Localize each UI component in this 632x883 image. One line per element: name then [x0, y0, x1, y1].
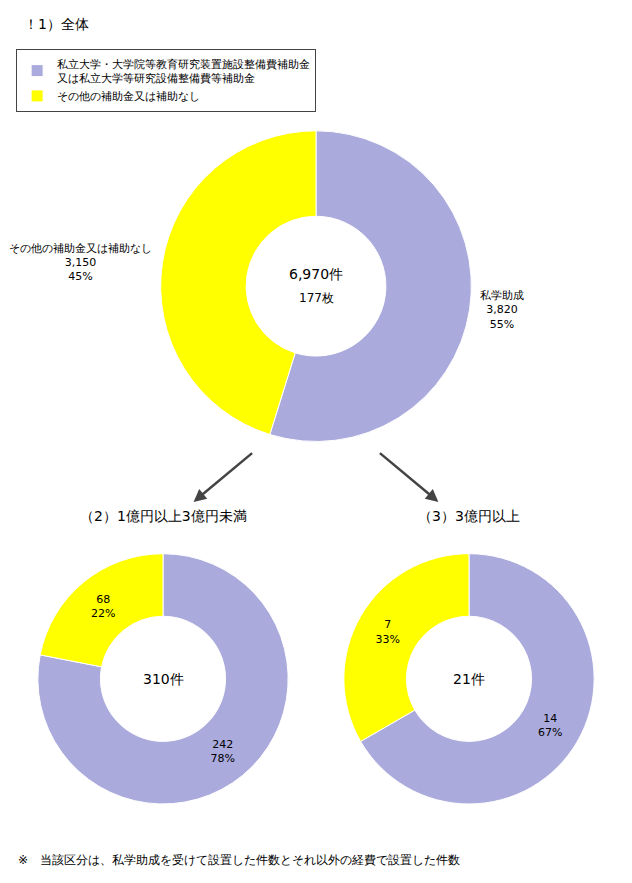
svg-text:21件: 21件 — [453, 671, 485, 687]
svg-text:（2）1億円以上3億円未満: （2）1億円以上3億円未満 — [80, 508, 247, 524]
svg-text:6822%: 6822% — [91, 593, 115, 620]
svg-text:！1）全体: ！1）全体 — [24, 16, 89, 32]
svg-text:733%: 733% — [375, 618, 399, 645]
svg-text:177枚: 177枚 — [299, 291, 334, 305]
svg-text:私立大学・大学院等教育研究装置施設整備費補助金又は私立大学等: 私立大学・大学院等教育研究装置施設整備費補助金又は私立大学等研究設備整備費等補助… — [57, 58, 310, 85]
svg-text:1467%: 1467% — [538, 712, 562, 739]
svg-text:24278%: 24278% — [210, 738, 234, 765]
svg-text:※ 当該区分は、私学助成を受けて設置した件数とそれ以外の経費: ※ 当該区分は、私学助成を受けて設置した件数とそれ以外の経費で設置した件数 — [18, 853, 460, 867]
svg-text:（3）3億円以上: （3）3億円以上 — [418, 508, 520, 524]
svg-text:私学助成3,82055%: 私学助成3,82055% — [480, 289, 524, 331]
svg-text:310件: 310件 — [143, 671, 184, 687]
svg-text:6,970件: 6,970件 — [289, 266, 343, 282]
svg-text:その他の補助金又は補助なし: その他の補助金又は補助なし — [57, 90, 200, 103]
svg-text:その他の補助金又は補助なし3,15045%: その他の補助金又は補助なし3,15045% — [9, 242, 152, 284]
